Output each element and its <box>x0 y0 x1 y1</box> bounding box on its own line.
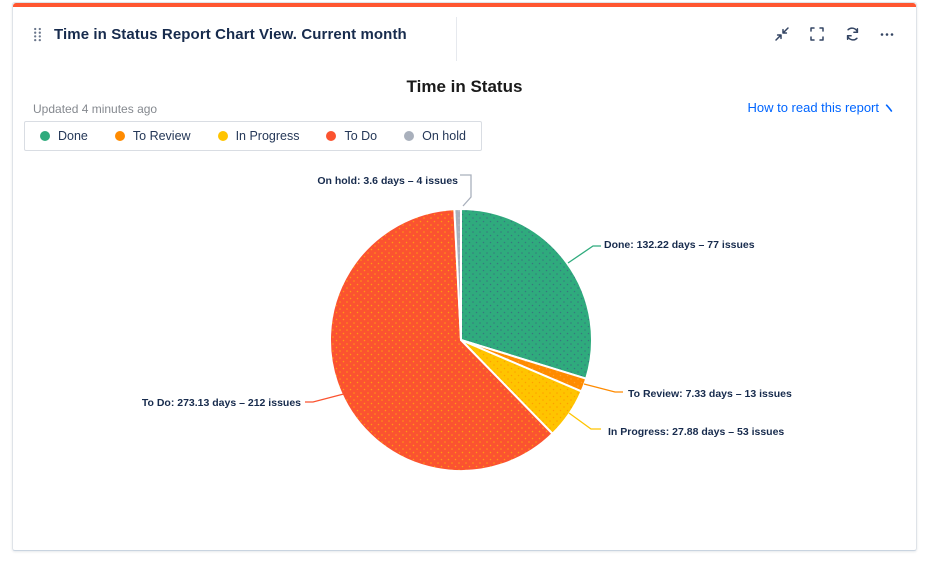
header-actions <box>773 25 896 43</box>
legend-item-label: On hold <box>422 129 466 143</box>
leader-line-on-hold <box>460 174 472 207</box>
leader-line-to-review <box>583 383 623 393</box>
legend-item-done[interactable]: Done <box>40 129 88 143</box>
column-divider <box>456 17 457 61</box>
legend-item-label: Done <box>58 129 88 143</box>
legend-dot <box>217 131 228 141</box>
slice-label-done: Done: 132.22 days – 77 issues <box>604 239 755 251</box>
legend-item-to-review[interactable]: To Review <box>114 129 191 143</box>
help-link[interactable]: How to read this report <box>747 100 894 115</box>
drag-handle-icon[interactable] <box>33 27 42 42</box>
legend-item-label: To Review <box>132 129 191 143</box>
refresh-icon <box>846 27 858 41</box>
fullscreen-icon <box>810 27 824 41</box>
fullscreen-button[interactable] <box>808 25 826 43</box>
legend-item-in-progress[interactable]: In Progress <box>217 129 300 143</box>
legend-item-to-do[interactable]: To Do <box>326 129 377 143</box>
gadget-card: Time in Status Report Chart View. Curren… <box>12 2 917 551</box>
updated-text: Updated 4 minutes ago <box>33 102 158 116</box>
pie-slice-done[interactable] <box>460 208 593 380</box>
slice-label-on-hold: On hold: 3.6 days – 4 issues <box>317 175 458 187</box>
legend-dot <box>114 131 125 141</box>
accent-bar <box>13 3 916 7</box>
refresh-button[interactable] <box>843 25 861 43</box>
more-icon <box>880 33 894 36</box>
help-link-label: How to read this report <box>747 100 879 115</box>
leader-line-done <box>567 245 601 264</box>
more-button[interactable] <box>878 25 896 43</box>
slice-label-to-review: To Review: 7.33 days – 13 issues <box>628 388 792 400</box>
legend-dot <box>326 131 337 141</box>
collapse-button[interactable] <box>773 25 791 43</box>
leader-line-in-progress <box>568 412 601 430</box>
card-header: Time in Status Report Chart View. Curren… <box>33 21 896 47</box>
legend-item-label: In Progress <box>235 129 300 143</box>
slice-label-in-progress: In Progress: 27.88 days – 53 issues <box>608 426 784 438</box>
slice-label-to-do: To Do: 273.13 days – 212 issues <box>142 397 301 409</box>
legend-item-on-hold[interactable]: On hold <box>404 129 466 143</box>
pie-slice-on-hold[interactable] <box>453 208 462 341</box>
chart-title: Time in Status <box>406 77 523 96</box>
legend-dot <box>404 131 415 141</box>
link-caret-icon <box>885 103 893 112</box>
legend-dot <box>40 131 50 141</box>
legend: Done To Review In Progress To Do On hold <box>24 121 482 151</box>
gadget-title: Time in Status Report Chart View. Curren… <box>54 25 407 43</box>
collapse-icon <box>775 27 789 41</box>
legend-item-label: To Do <box>344 129 378 143</box>
